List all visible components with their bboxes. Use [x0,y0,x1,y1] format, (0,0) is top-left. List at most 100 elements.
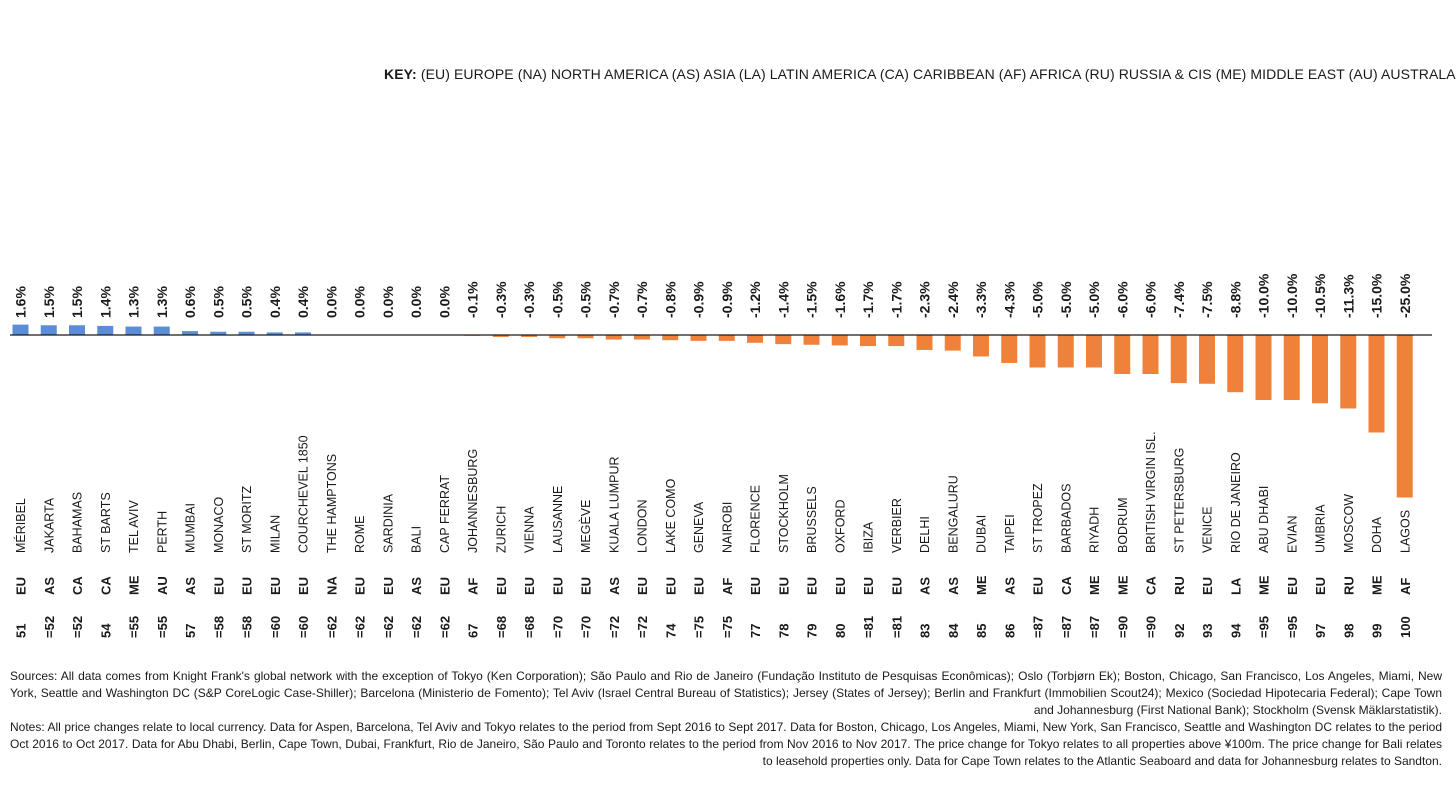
region-code: EU [240,577,255,595]
bar [295,332,311,335]
bar [634,335,650,340]
city-label: KUALA LUMPUR [607,456,621,553]
bar [577,335,594,339]
bar [860,335,876,347]
city-label: NAIROBI [720,502,734,553]
bar [690,335,707,341]
region-labels-layer: EU AS CA CA ME AU AS EU EU EU EU NA EU EU AS EU AF EU EU EU… [14,575,1413,595]
region-code: EU [296,577,311,595]
value-label: -0.8% [662,281,678,318]
value-label: -3.3% [973,281,989,318]
region-code: LA [1228,577,1243,595]
region-code: EU [522,577,537,595]
rank-label: 84 [946,623,961,638]
city-label: LAKE COMO [664,478,678,553]
rank-label: =52 [42,616,57,638]
value-label: -0.3% [493,281,509,318]
value-label: -0.9% [691,281,707,318]
rank-label: =70 [550,616,565,638]
city-label: DUBAI [975,515,989,553]
value-label: -0.3% [521,281,537,318]
value-label: -2.4% [945,281,961,318]
bar [1170,335,1187,384]
value-label: -1.5% [804,281,820,318]
city-label: VENICE [1201,506,1215,553]
rank-label: 100 [1398,616,1413,638]
value-label: -5.0% [1030,281,1046,318]
bar [803,335,820,345]
value-label: -5.0% [1086,281,1102,318]
value-label: -1.2% [747,281,763,318]
region-code: AU [155,576,170,595]
city-label: IBIZA [862,521,876,553]
value-labels-layer: 1.6% 1.5% 1.5% 1.4% 1.3% 1.3% 0.6% 0.5% 0.5% 0.4%… [13,273,1413,318]
city-label: BALI [410,526,424,553]
bar [182,331,198,335]
city-label: MONACO [212,496,226,553]
rank-label: 86 [1002,624,1017,638]
value-label: -0.5% [549,281,565,318]
region-code: AS [183,577,198,595]
city-label: SARDINIA [381,493,395,553]
rank-label: =75 [720,616,735,638]
bar [1199,335,1215,384]
value-label: -0.5% [578,281,594,318]
city-label: DOHA [1370,516,1384,553]
region-code: CA [1059,576,1074,595]
city-label: LAUSANNE [551,486,565,553]
notes-note: Notes: All price changes relate to local… [10,720,1442,768]
value-label: 0.0% [352,286,368,318]
value-label: -10.5% [1312,273,1328,318]
region-code: EU [776,577,791,595]
city-label: FLORENCE [749,485,763,553]
city-label: ST PETERSBURG [1172,448,1186,553]
city-label: TEL AVIV [127,500,141,553]
rank-labels-layer: 51 =52 =52 54 =55 =55 57 =58 =58 =60 =60 =62 =62 =62 =… [14,616,1413,638]
city-label: RIO DE JANEIRO [1229,452,1243,553]
city-label: UMBRIA [1314,504,1328,553]
value-label: -15.0% [1369,273,1385,318]
region-code: EU [353,577,368,595]
value-label: -0.7% [634,281,650,318]
bar [1029,335,1046,368]
city-label: BODRUM [1116,497,1130,553]
region-code: ME [127,575,142,595]
rank-label: =81 [861,616,876,638]
region-code: EU [692,577,707,595]
bar [1142,335,1159,374]
region-code: CA [70,576,85,595]
value-label: -8.8% [1227,281,1243,318]
bar [1368,335,1385,433]
region-code: EU [437,577,452,595]
region-code: AS [409,577,424,595]
bar [238,331,255,335]
value-label: -6.0% [1114,281,1130,318]
rank-label: =87 [1031,616,1046,638]
rank-label: =62 [324,616,339,638]
rank-label: 79 [805,624,820,638]
region-code: EU [550,577,565,595]
rank-label: 78 [776,624,791,638]
region-code: EU [494,577,509,595]
region-code: AS [946,577,961,595]
region-code: NA [324,576,339,595]
region-code: AS [1002,577,1017,595]
rank-label: =72 [635,616,650,638]
region-code: EU [833,577,848,595]
bars-layer [12,324,1413,498]
value-label: -25.0% [1397,273,1413,318]
region-code: EU [889,577,904,595]
bar [1001,335,1018,363]
bar [888,335,905,347]
city-label: GENEVA [692,501,706,553]
value-label: 0.5% [239,286,255,318]
value-label: 0.0% [436,286,452,318]
region-code: ME [1370,575,1385,595]
region-code: RU [1341,576,1356,595]
city-label: ST MORITZ [240,486,254,553]
bar [153,326,170,335]
rank-label: =95 [1285,616,1300,638]
bar [747,335,763,343]
city-label: JOHANNESBURG [466,449,480,553]
bar [492,335,509,337]
